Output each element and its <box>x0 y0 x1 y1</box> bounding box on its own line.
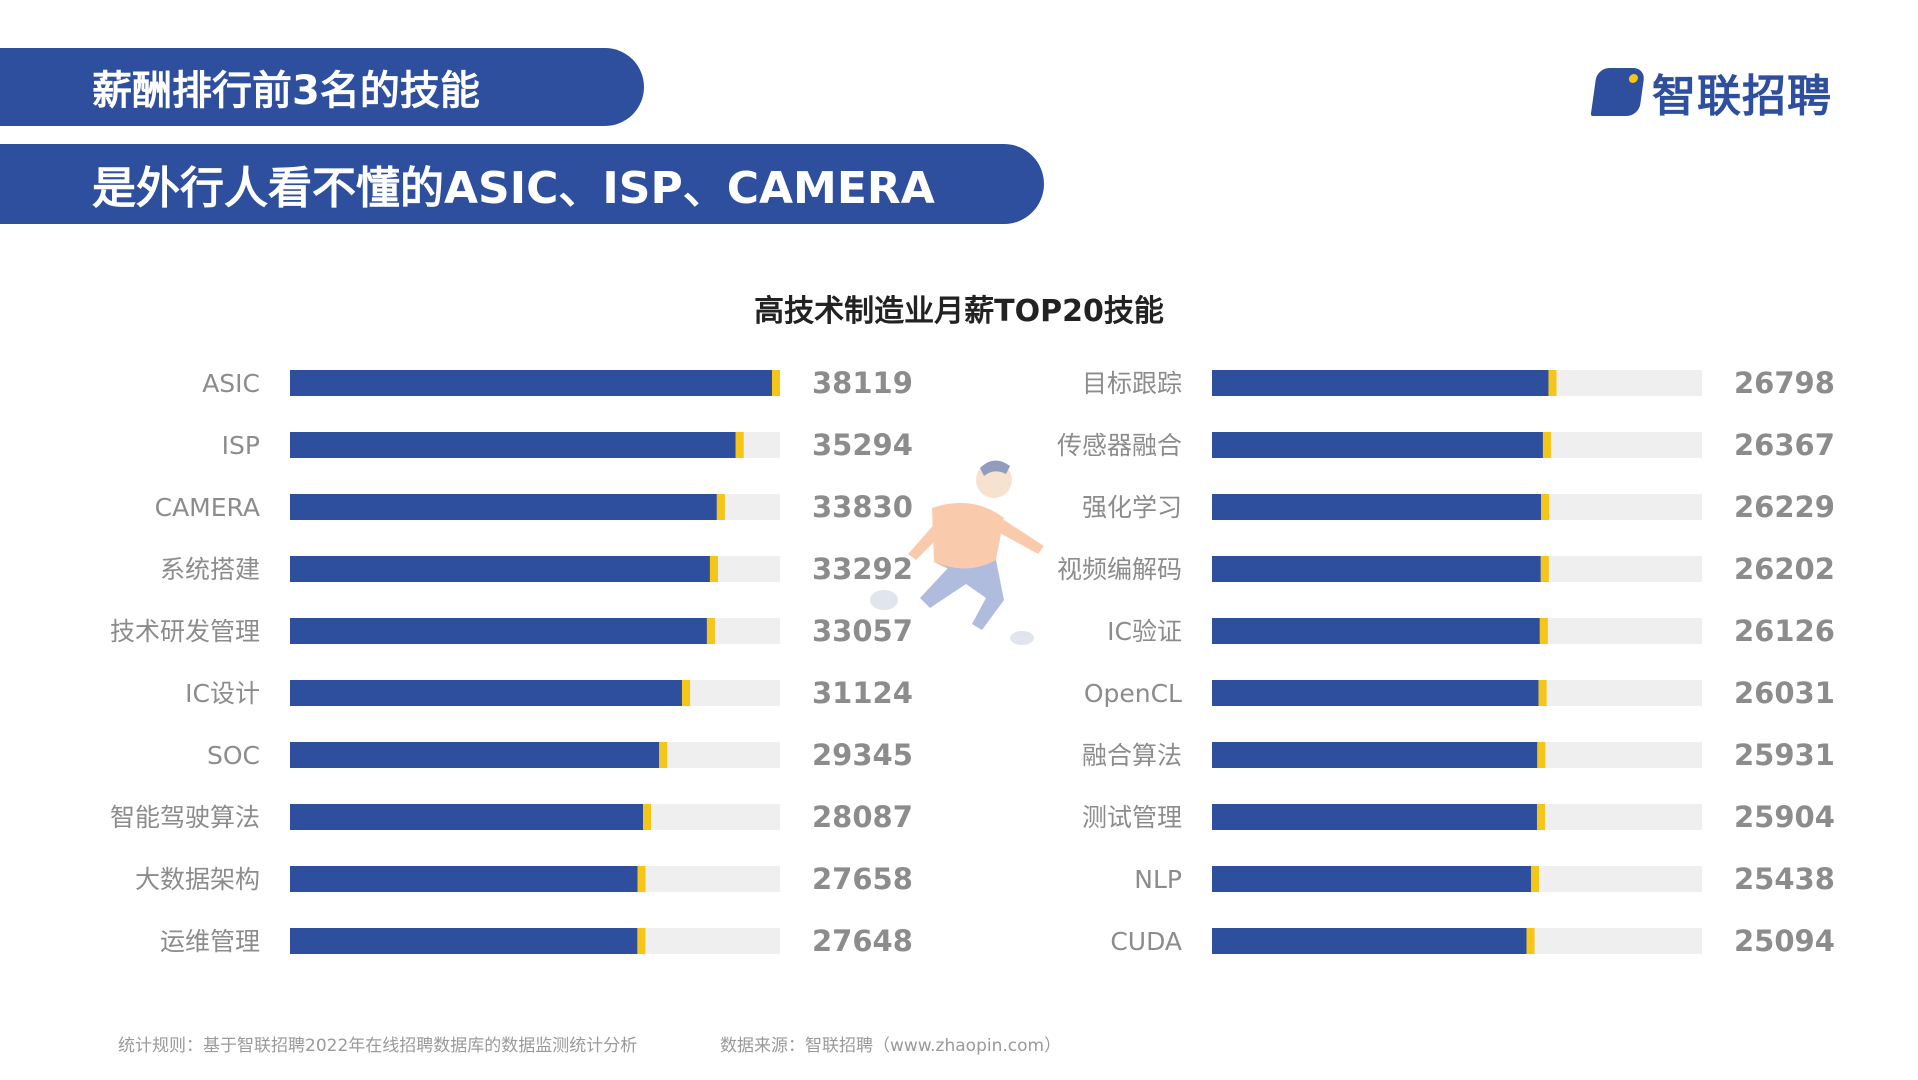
category-label: 视频编解码 <box>1057 555 1182 584</box>
data-label: 25438 <box>1734 862 1835 896</box>
bar <box>290 866 638 892</box>
headline-line-2: 是外行人看不懂的ASIC、ISP、CAMERA <box>92 163 935 214</box>
category-label: IC验证 <box>1107 617 1182 646</box>
bar <box>290 432 736 458</box>
bar-end-marker <box>1537 742 1546 768</box>
bar-end-marker <box>1526 928 1535 954</box>
headline-banner-2: 是外行人看不懂的ASIC、ISP、CAMERA <box>0 144 1044 224</box>
bar <box>290 742 660 768</box>
data-label: 27648 <box>812 924 913 958</box>
bar <box>1212 742 1538 768</box>
bar <box>290 494 717 520</box>
category-label: 技术研发管理 <box>110 617 260 646</box>
bar <box>1212 804 1537 830</box>
category-label: 强化学习 <box>1082 493 1182 522</box>
bar <box>1212 432 1543 458</box>
bar <box>1212 680 1539 706</box>
category-label: NLP <box>1134 865 1182 894</box>
data-label: 35294 <box>812 428 913 462</box>
data-label: 26126 <box>1734 614 1835 648</box>
bar-end-marker <box>1541 494 1550 520</box>
data-label: 27658 <box>812 862 913 896</box>
category-label: CUDA <box>1110 927 1182 956</box>
running-person-illustration <box>870 460 1044 645</box>
category-label: 运维管理 <box>160 927 260 956</box>
data-label: 26202 <box>1734 552 1835 586</box>
category-label: 大数据架构 <box>135 865 260 894</box>
bar <box>290 556 710 582</box>
bar-end-marker <box>1542 432 1551 458</box>
zhaopin-logo: 智联招聘 <box>1590 60 1832 124</box>
bar-end-marker <box>682 680 691 706</box>
data-label: 29345 <box>812 738 913 772</box>
category-label: IC设计 <box>185 679 260 708</box>
data-label: 33830 <box>812 490 913 524</box>
data-label: 28087 <box>812 800 913 834</box>
bar-end-marker <box>716 494 725 520</box>
bar <box>290 370 772 396</box>
bar <box>290 928 638 954</box>
bar <box>290 680 683 706</box>
bar <box>290 618 707 644</box>
data-label: 25931 <box>1734 738 1835 772</box>
data-label: 26229 <box>1734 490 1835 524</box>
bar-end-marker <box>637 866 646 892</box>
category-label: 传感器融合 <box>1057 431 1182 460</box>
chart-title: 高技术制造业月薪TOP20技能 <box>754 294 1164 329</box>
category-label: ASIC <box>202 369 260 398</box>
category-label: SOC <box>207 741 260 770</box>
data-label: 33292 <box>812 552 913 586</box>
bar-end-marker <box>772 370 780 396</box>
data-label: 31124 <box>812 676 913 710</box>
bar-end-marker <box>735 432 744 458</box>
bar-end-marker <box>659 742 668 768</box>
bar-end-marker <box>706 618 715 644</box>
category-label: 目标跟踪 <box>1082 369 1182 398</box>
category-label: OpenCL <box>1084 679 1182 708</box>
data-label: 25904 <box>1734 800 1835 834</box>
data-label: 26031 <box>1734 676 1835 710</box>
category-label: 智能驾驶算法 <box>110 803 260 832</box>
category-label: 融合算法 <box>1082 741 1182 770</box>
category-label: 测试管理 <box>1082 803 1182 832</box>
bar <box>1212 494 1542 520</box>
footer-method-note: 统计规则：基于智联招聘2022年在线招聘数据库的数据监测统计分析 <box>118 1036 638 1056</box>
category-label: 系统搭建 <box>160 555 260 584</box>
bar <box>1212 556 1541 582</box>
data-label: 26798 <box>1734 366 1835 400</box>
bar-end-marker <box>1536 804 1545 830</box>
bar-end-marker <box>1530 866 1539 892</box>
data-label: 33057 <box>812 614 913 648</box>
data-label: 38119 <box>812 366 913 400</box>
bar-end-marker <box>1548 370 1557 396</box>
category-label: ISP <box>222 431 260 460</box>
logo-text: 智联招聘 <box>1652 71 1832 122</box>
bar <box>1212 866 1531 892</box>
data-label: 25094 <box>1734 924 1835 958</box>
bar-end-marker <box>643 804 652 830</box>
bar <box>1212 618 1540 644</box>
bar-end-marker <box>637 928 646 954</box>
footer-data-source: 数据来源：智联招聘（www.zhaopin.com） <box>720 1036 1062 1056</box>
data-label: 26367 <box>1734 428 1835 462</box>
bar <box>1212 928 1527 954</box>
bar <box>1212 370 1549 396</box>
bar-end-marker <box>1539 618 1548 644</box>
bar <box>290 804 644 830</box>
headline-banner-1: 薪酬排行前3名的技能 <box>0 48 644 126</box>
headline-line-1: 薪酬排行前3名的技能 <box>92 68 480 114</box>
bar-end-marker <box>1540 556 1549 582</box>
category-label: CAMERA <box>155 493 260 522</box>
bar-end-marker <box>1538 680 1547 706</box>
bar-end-marker <box>709 556 718 582</box>
